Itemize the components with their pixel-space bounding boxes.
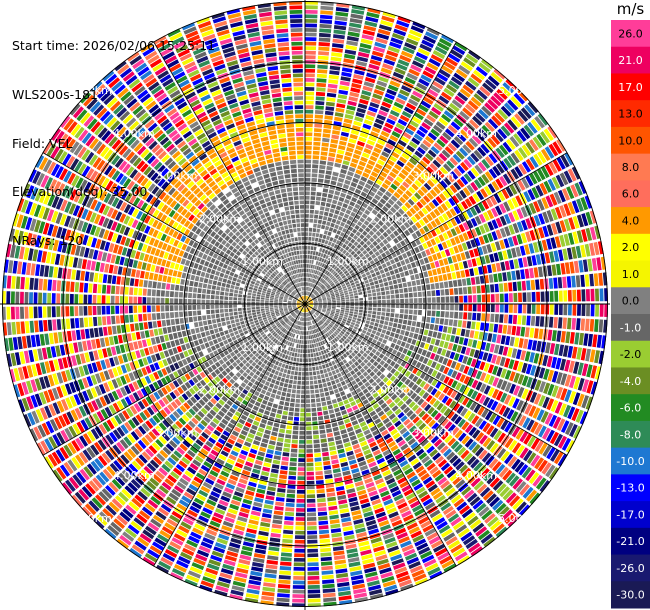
colorbar-tick-label: 4.0 bbox=[622, 214, 640, 227]
azimuth-spoke bbox=[304, 303, 457, 567]
colorbar-swatch bbox=[611, 340, 650, 368]
colorbar-tick-label: 6.0 bbox=[622, 188, 640, 201]
colorbar-swatch bbox=[611, 287, 650, 315]
range-ring-label: 5.00km bbox=[70, 84, 112, 97]
azimuth-spoke bbox=[42, 303, 306, 456]
gate-group bbox=[16, 9, 606, 606]
colorbar-swatch bbox=[611, 447, 650, 475]
colorbar-swatch bbox=[611, 314, 650, 342]
azimuth-spoke bbox=[304, 152, 568, 305]
azimuth-lines bbox=[0, 0, 610, 610]
colorbar-unit: m/s bbox=[616, 0, 645, 18]
colorbar-tick-label: 2.0 bbox=[622, 241, 640, 254]
instrument-text: WLS200s-181 bbox=[12, 87, 98, 102]
colorbar-swatch bbox=[611, 126, 650, 155]
colorbar-tick-label: -1.0 bbox=[620, 321, 641, 334]
azimuth-spoke bbox=[304, 41, 457, 305]
colorbar-tick-label: 10.0 bbox=[618, 134, 643, 147]
range-ring-label: 4.00km bbox=[455, 469, 497, 482]
colorbar-swatch bbox=[611, 527, 650, 556]
gate-group bbox=[9, 9, 598, 603]
colorbar-swatch bbox=[611, 420, 650, 449]
gate-group bbox=[17, 2, 597, 588]
colorbar-tick-label: 13.0 bbox=[618, 108, 643, 121]
colorbar-tick-label: 8.0 bbox=[622, 161, 640, 174]
colorbar-tick-label: -10.0 bbox=[616, 455, 644, 468]
colorbar-swatch bbox=[611, 581, 650, 609]
range-ring-label: 2.00km bbox=[199, 212, 241, 225]
colorbar-tick-label: 21.0 bbox=[618, 54, 643, 67]
range-ring-label: 5.00km bbox=[70, 512, 112, 525]
ppi-plot: 1.00km 1.00km 1.00km 1.00km 2.00km 2.00km 2.00… bbox=[0, 0, 610, 610]
range-ring-label: 3.00km bbox=[156, 426, 198, 439]
colorbar-tick-label: 1.0 bbox=[622, 268, 640, 281]
range-ring-label: 1.00km bbox=[241, 341, 283, 354]
range-ring-label: 2.00km bbox=[370, 212, 412, 225]
colorbar-swatch bbox=[611, 207, 650, 235]
info-panel: Start time: 2026/02/06 15:25:11 WLS200s-… bbox=[12, 6, 215, 265]
colorbar: 26.0 21.0 17.0 13.0 10.0 8.0 6.0 4.0 2.0 1.0 0.0 -1… bbox=[611, 20, 650, 609]
colorbar-tick-label: -8.0 bbox=[620, 428, 641, 441]
colorbar-tick-label: -21.0 bbox=[616, 535, 644, 548]
colorbar-tick-label: -17.0 bbox=[616, 508, 644, 521]
range-ring-label: 3.00km bbox=[413, 426, 455, 439]
nrays-text: NRays: 120 bbox=[12, 232, 84, 248]
elevation-text: Elevation(deg): 35.00 bbox=[12, 184, 148, 200]
range-ring-label: 4.00km bbox=[113, 469, 155, 482]
range-ring-label: 3.00km bbox=[156, 170, 198, 183]
colorbar-tick-label: -2.0 bbox=[620, 348, 641, 361]
azimuth-spoke bbox=[153, 41, 306, 305]
colorbar-tick-label: -30.0 bbox=[616, 589, 644, 602]
range-ring-label: 1.00km bbox=[327, 255, 369, 268]
colorbar-tick-label: 17.0 bbox=[618, 81, 643, 94]
start-time-text: Start time: 2026/02/06 15:25:11 bbox=[12, 38, 216, 54]
colorbar-swatch bbox=[611, 367, 650, 395]
colorbar-swatch bbox=[611, 73, 650, 101]
colorbar-swatch bbox=[611, 501, 650, 529]
colorbar-swatch bbox=[611, 20, 650, 48]
colorbar-tick-label: -26.0 bbox=[616, 562, 644, 575]
gate-group bbox=[34, 1, 604, 597]
colorbar-tick-label: 26.0 bbox=[618, 27, 643, 40]
range-ring-label: 4.00km bbox=[455, 127, 497, 140]
colorbar-tick-label: -6.0 bbox=[620, 402, 641, 415]
range-ring-label: 5.00km bbox=[498, 84, 540, 97]
colorbar-swatch bbox=[611, 260, 650, 288]
colorbar-swatch bbox=[611, 233, 650, 262]
azimuth-spoke bbox=[42, 152, 306, 305]
range-ring-label: 4.00km bbox=[113, 127, 155, 140]
colorbar-swatch bbox=[611, 474, 650, 502]
colorbar-tick-label: -4.0 bbox=[620, 375, 641, 388]
azimuth-spoke bbox=[304, 303, 568, 456]
colorbar-swatch bbox=[611, 554, 650, 582]
range-ring-label: 2.00km bbox=[199, 384, 241, 397]
field-text: Field: VEL bbox=[12, 135, 73, 151]
colorbar-tick-label: -13.0 bbox=[616, 482, 644, 495]
colorbar-tick-label: 0.0 bbox=[622, 295, 640, 308]
colorbar-swatch bbox=[611, 100, 650, 128]
colorbar-swatch bbox=[611, 46, 650, 74]
range-ring-label: 2.00km bbox=[370, 384, 412, 397]
azimuth-spoke bbox=[153, 303, 306, 567]
range-ring-labels: 1.00km 1.00km 1.00km 1.00km 2.00km 2.00km 2.00… bbox=[70, 84, 539, 525]
range-ring-label: 3.00km bbox=[413, 170, 455, 183]
range-ring-label: 5.00km bbox=[498, 512, 540, 525]
range-ring-label: 1.00km bbox=[241, 255, 283, 268]
colorbar-swatch bbox=[611, 153, 650, 181]
range-ring-label: 1.00km bbox=[327, 341, 369, 354]
gate-group bbox=[2, 5, 598, 588]
colorbar-swatch bbox=[611, 394, 650, 422]
colorbar-swatch bbox=[611, 180, 650, 208]
